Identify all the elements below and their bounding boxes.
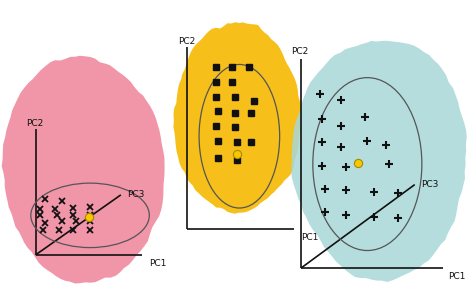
Text: PC3: PC3 [421, 180, 438, 189]
Text: PC2: PC2 [26, 119, 43, 127]
Polygon shape [2, 56, 164, 284]
Text: PC1: PC1 [448, 272, 465, 281]
Point [233, 151, 241, 156]
Polygon shape [292, 41, 467, 282]
Point [354, 160, 362, 165]
Polygon shape [173, 22, 301, 214]
Text: PC2: PC2 [292, 47, 309, 56]
Text: PC1: PC1 [301, 233, 319, 242]
Text: PC2: PC2 [178, 37, 195, 45]
Point [85, 215, 93, 220]
Text: PC1: PC1 [149, 259, 167, 268]
Text: PC3: PC3 [127, 190, 145, 199]
